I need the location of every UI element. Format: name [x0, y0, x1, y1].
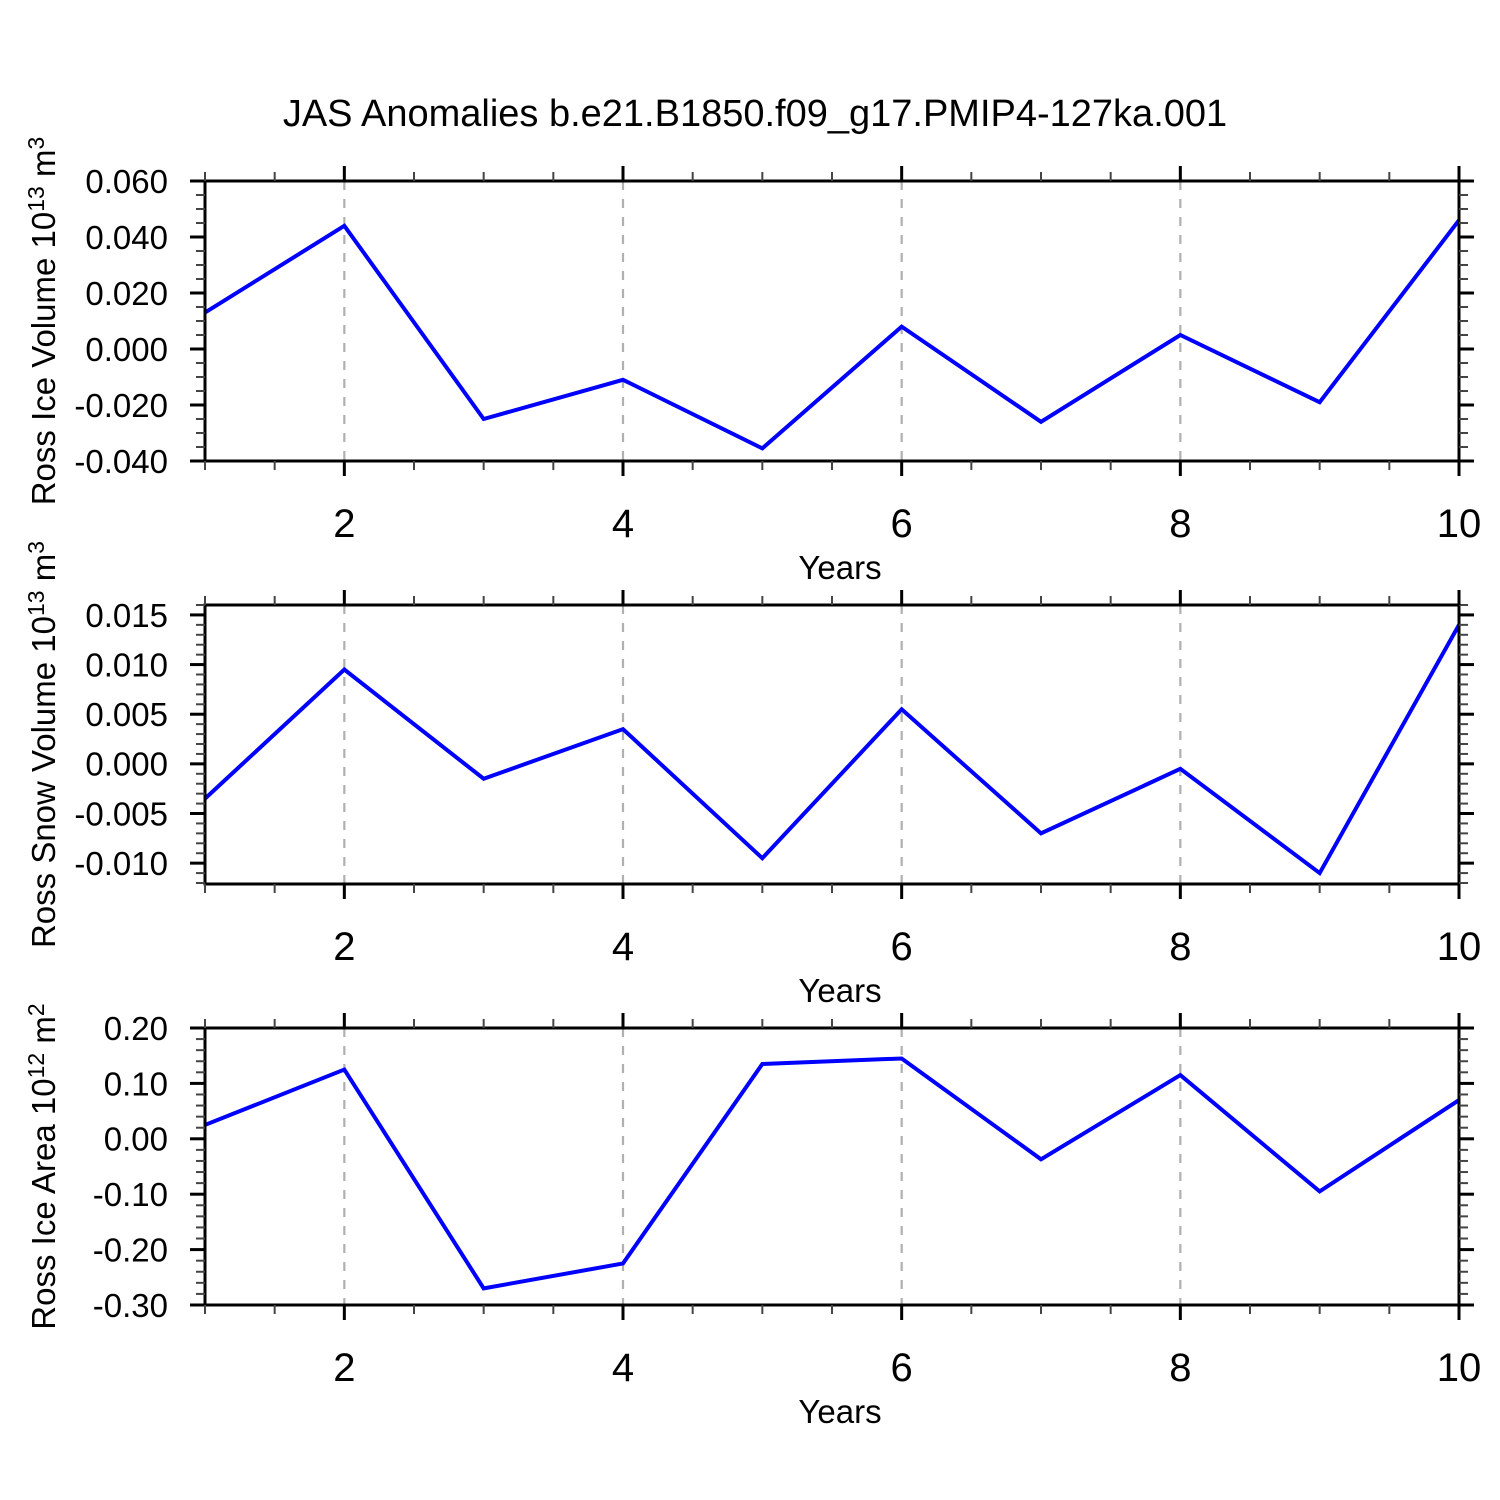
y-tick-label: 0.060	[85, 163, 168, 200]
y-tick-label: 0.040	[85, 219, 168, 256]
x-tick-label: 10	[1437, 925, 1482, 969]
y-tick-label: 0.000	[85, 746, 168, 783]
y-tick-label: 0.00	[104, 1121, 168, 1158]
data-line-ross-ice-volume	[203, 218, 1461, 451]
x-tick-label: 6	[891, 502, 913, 546]
x-tick-label: 2	[333, 1346, 355, 1390]
y-tick-label: 0.020	[85, 275, 168, 312]
plot-box	[203, 1026, 1461, 1307]
chart-title: JAS Anomalies b.e21.B1850.f09_g17.PMIP4-…	[282, 93, 1228, 135]
y-tick-label: -0.005	[74, 795, 168, 832]
x-axis-label: Years	[798, 549, 881, 586]
y-tick-label: 0.20	[104, 1010, 168, 1047]
y-tick-label: -0.010	[74, 845, 168, 882]
x-tick-label: 10	[1437, 502, 1482, 546]
panel-ross-ice-volume: 0.060 0.040 0.020 0.000 -0.020 -0.040 2 4 6 8 10 Ye…	[23, 137, 1481, 586]
y-tick-label: -0.040	[74, 443, 168, 480]
x-tick-label: 4	[612, 925, 634, 969]
x-axis-label: Years	[798, 972, 881, 1009]
x-tick-label: 8	[1169, 925, 1191, 969]
x-tick-label: 4	[612, 1346, 634, 1390]
y-tick-label: 0.10	[104, 1065, 168, 1102]
x-tick-label: 8	[1169, 1346, 1191, 1390]
y-tick-label: 0.000	[85, 331, 168, 368]
y-tick-label: 0.010	[85, 646, 168, 683]
y-tick-label: -0.020	[74, 387, 168, 424]
x-tick-label: 8	[1169, 502, 1191, 546]
y-tick-label: 0.005	[85, 696, 168, 733]
x-axis-label: Years	[798, 1393, 881, 1430]
x-tick-label: 6	[891, 1346, 913, 1390]
data-line-ross-ice-area	[204, 1056, 1461, 1291]
y-tick-label: -0.10	[93, 1176, 168, 1213]
y-axis-label: Ross Ice Area 1012 m2	[23, 1003, 62, 1329]
y-tick-label: -0.30	[93, 1287, 168, 1324]
x-tick-label: 6	[891, 925, 913, 969]
y-tick-label: -0.20	[93, 1231, 168, 1268]
x-tick-label: 10	[1437, 1346, 1482, 1390]
data-line-ross-snow-volume	[203, 623, 1461, 877]
y-tick-label: 0.015	[85, 597, 168, 634]
panel-ross-snow-volume: 0.015 0.010 0.005 0.000 -0.005 -0.010 2 4 6 8 10 Ye…	[23, 541, 1481, 1009]
y-axis-label: Ross Snow Volume 1013 m3	[23, 541, 62, 948]
x-tick-label: 2	[333, 502, 355, 546]
panel-ross-ice-area: 0.20 0.10 0.00 -0.10 -0.20 -0.30 2 4 6 8 10 Years Ro…	[23, 1003, 1481, 1430]
plot-box	[203, 179, 1461, 463]
x-tick-label: 4	[612, 502, 634, 546]
x-tick-label: 2	[333, 925, 355, 969]
y-axis-label: Ross Ice Volume 1013 m3	[23, 137, 62, 506]
plot-box	[203, 603, 1461, 886]
